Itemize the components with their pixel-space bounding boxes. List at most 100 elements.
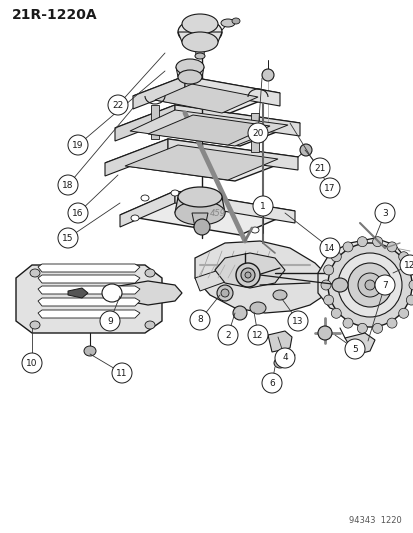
Ellipse shape bbox=[386, 242, 396, 252]
Ellipse shape bbox=[317, 326, 331, 340]
Text: 10: 10 bbox=[26, 359, 38, 367]
Ellipse shape bbox=[131, 215, 139, 221]
Polygon shape bbox=[125, 145, 277, 180]
Polygon shape bbox=[195, 263, 249, 291]
Ellipse shape bbox=[194, 219, 209, 235]
Ellipse shape bbox=[320, 280, 330, 290]
Polygon shape bbox=[214, 253, 284, 288]
Text: 12: 12 bbox=[404, 261, 413, 270]
Text: 5: 5 bbox=[351, 344, 357, 353]
Ellipse shape bbox=[175, 201, 224, 225]
Polygon shape bbox=[175, 197, 224, 213]
Ellipse shape bbox=[102, 284, 122, 302]
Polygon shape bbox=[195, 241, 329, 313]
Ellipse shape bbox=[30, 269, 40, 277]
Text: 20: 20 bbox=[252, 128, 263, 138]
Polygon shape bbox=[154, 84, 257, 113]
Polygon shape bbox=[192, 213, 207, 227]
Circle shape bbox=[374, 203, 394, 223]
Ellipse shape bbox=[195, 53, 204, 59]
Ellipse shape bbox=[171, 190, 178, 196]
Polygon shape bbox=[68, 288, 88, 298]
Ellipse shape bbox=[178, 70, 202, 84]
Polygon shape bbox=[115, 105, 175, 141]
Circle shape bbox=[309, 158, 329, 178]
Ellipse shape bbox=[357, 273, 381, 297]
Ellipse shape bbox=[221, 289, 228, 297]
Polygon shape bbox=[195, 42, 204, 56]
Text: 4: 4 bbox=[282, 353, 287, 362]
Text: 13: 13 bbox=[292, 317, 303, 326]
Circle shape bbox=[261, 373, 281, 393]
Polygon shape bbox=[130, 110, 287, 146]
Polygon shape bbox=[344, 333, 374, 355]
Ellipse shape bbox=[272, 290, 286, 300]
Ellipse shape bbox=[347, 263, 391, 307]
Circle shape bbox=[22, 353, 42, 373]
Circle shape bbox=[287, 311, 307, 331]
Circle shape bbox=[399, 255, 413, 275]
Polygon shape bbox=[185, 76, 279, 106]
Ellipse shape bbox=[356, 324, 366, 333]
Ellipse shape bbox=[176, 59, 204, 75]
Ellipse shape bbox=[255, 205, 263, 211]
Circle shape bbox=[190, 310, 209, 330]
Ellipse shape bbox=[327, 243, 411, 327]
Text: 6: 6 bbox=[268, 378, 274, 387]
Text: 17: 17 bbox=[323, 183, 335, 192]
Ellipse shape bbox=[249, 302, 266, 314]
Circle shape bbox=[68, 203, 88, 223]
Text: 94343  1220: 94343 1220 bbox=[349, 516, 401, 525]
Circle shape bbox=[218, 325, 237, 345]
Circle shape bbox=[252, 196, 272, 216]
Ellipse shape bbox=[299, 144, 311, 156]
Text: 16: 16 bbox=[72, 208, 83, 217]
Ellipse shape bbox=[398, 308, 408, 318]
Polygon shape bbox=[120, 191, 175, 227]
Circle shape bbox=[58, 175, 78, 195]
Polygon shape bbox=[133, 76, 185, 109]
Ellipse shape bbox=[250, 227, 259, 233]
Circle shape bbox=[319, 178, 339, 198]
Ellipse shape bbox=[30, 321, 40, 329]
Ellipse shape bbox=[178, 187, 221, 207]
Polygon shape bbox=[176, 67, 204, 77]
Text: 12: 12 bbox=[252, 330, 263, 340]
Polygon shape bbox=[38, 310, 140, 318]
Text: 8: 8 bbox=[197, 316, 202, 325]
Ellipse shape bbox=[323, 265, 333, 275]
Ellipse shape bbox=[233, 306, 247, 320]
Circle shape bbox=[374, 275, 394, 295]
Ellipse shape bbox=[194, 223, 206, 231]
Polygon shape bbox=[105, 139, 297, 181]
Polygon shape bbox=[38, 264, 140, 272]
Circle shape bbox=[100, 311, 120, 331]
Ellipse shape bbox=[364, 280, 374, 290]
Ellipse shape bbox=[221, 19, 235, 27]
Ellipse shape bbox=[141, 195, 149, 201]
Ellipse shape bbox=[406, 295, 413, 305]
Polygon shape bbox=[38, 275, 140, 283]
Ellipse shape bbox=[342, 242, 352, 252]
Circle shape bbox=[108, 95, 128, 115]
Text: 9: 9 bbox=[107, 317, 113, 326]
Text: 21R-1220A: 21R-1220A bbox=[12, 8, 97, 22]
Ellipse shape bbox=[398, 252, 408, 262]
Text: 18: 18 bbox=[62, 181, 74, 190]
Ellipse shape bbox=[260, 208, 268, 214]
Circle shape bbox=[344, 339, 364, 359]
Polygon shape bbox=[317, 238, 409, 315]
Circle shape bbox=[247, 325, 267, 345]
Ellipse shape bbox=[235, 263, 259, 287]
Ellipse shape bbox=[372, 237, 382, 247]
Circle shape bbox=[247, 123, 267, 143]
Polygon shape bbox=[38, 298, 140, 306]
Text: 7: 7 bbox=[381, 280, 387, 289]
Polygon shape bbox=[16, 265, 161, 333]
Polygon shape bbox=[115, 105, 299, 146]
Polygon shape bbox=[175, 191, 294, 223]
Ellipse shape bbox=[386, 318, 396, 328]
Text: 15: 15 bbox=[62, 233, 74, 243]
Ellipse shape bbox=[178, 19, 221, 45]
Ellipse shape bbox=[273, 358, 285, 368]
